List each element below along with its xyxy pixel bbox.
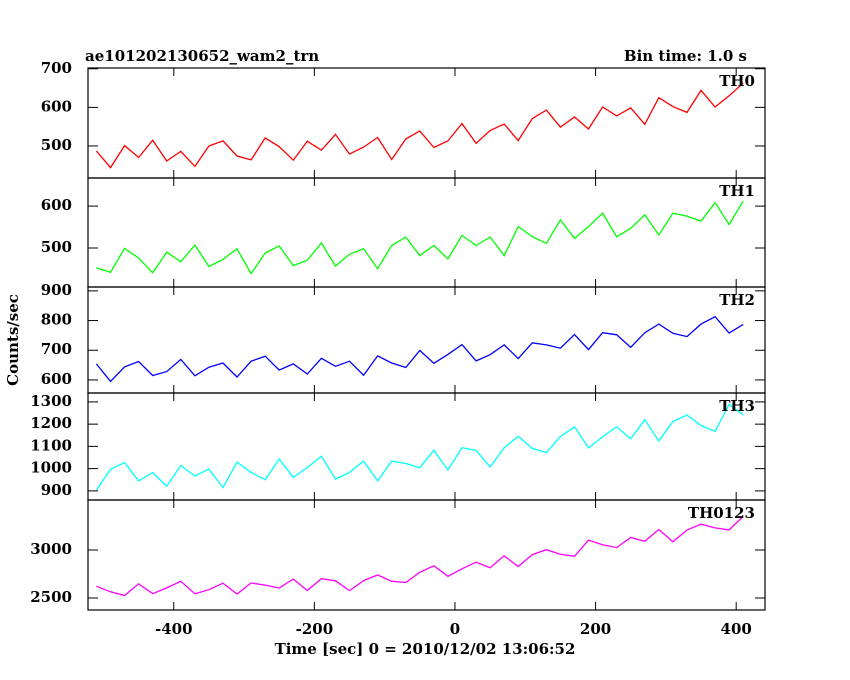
y-tick-label: 700 [41, 340, 72, 358]
panel-frame [87, 286, 766, 394]
x-tick-label: 400 [721, 620, 752, 638]
y-tick-label: 800 [41, 311, 72, 329]
panel-label: TH2 [719, 291, 755, 309]
y-tick-label: 1100 [30, 436, 72, 454]
y-tick-label: 2500 [30, 588, 72, 606]
series-line [96, 515, 744, 597]
y-tick-label: 600 [41, 370, 72, 388]
x-tick-label: -200 [296, 620, 334, 638]
series-line [95, 82, 744, 169]
y-tick-label: 500 [41, 238, 72, 256]
y-tick-label: 600 [41, 97, 72, 115]
panel-label: TH0 [719, 72, 755, 90]
y-tick-label: 700 [41, 59, 72, 77]
x-tick-label: 200 [580, 620, 611, 638]
y-tick-label: 500 [41, 136, 72, 154]
chart-subtitle: Bin time: 1.0 s [624, 47, 747, 65]
y-tick-label: 900 [41, 481, 72, 499]
panel-label: TH3 [719, 397, 755, 415]
series-line [95, 315, 744, 383]
y-tick-label: 3000 [30, 540, 72, 558]
y-tick-label: 1300 [30, 392, 72, 410]
series-line [96, 200, 744, 275]
x-tick-label: 0 [450, 620, 460, 638]
x-tick-label: -400 [155, 620, 193, 638]
y-tick-label: 1200 [30, 414, 72, 432]
series-line [95, 403, 744, 491]
panel-label: TH0123 [688, 504, 755, 522]
y-tick-label: 600 [41, 196, 72, 214]
panel-frame [87, 499, 766, 611]
panel-frame [87, 392, 766, 501]
chart-title: ae101202130652_wam2_trn [85, 47, 319, 65]
x-axis-label: Time [sec] 0 = 2010/12/02 13:06:52 [275, 640, 576, 658]
panel-frame [87, 177, 766, 288]
y-tick-label: 1000 [30, 459, 72, 477]
y-axis-label: Counts/sec [4, 294, 22, 386]
y-tick-label: 900 [41, 281, 72, 299]
panel-label: TH1 [719, 182, 755, 200]
